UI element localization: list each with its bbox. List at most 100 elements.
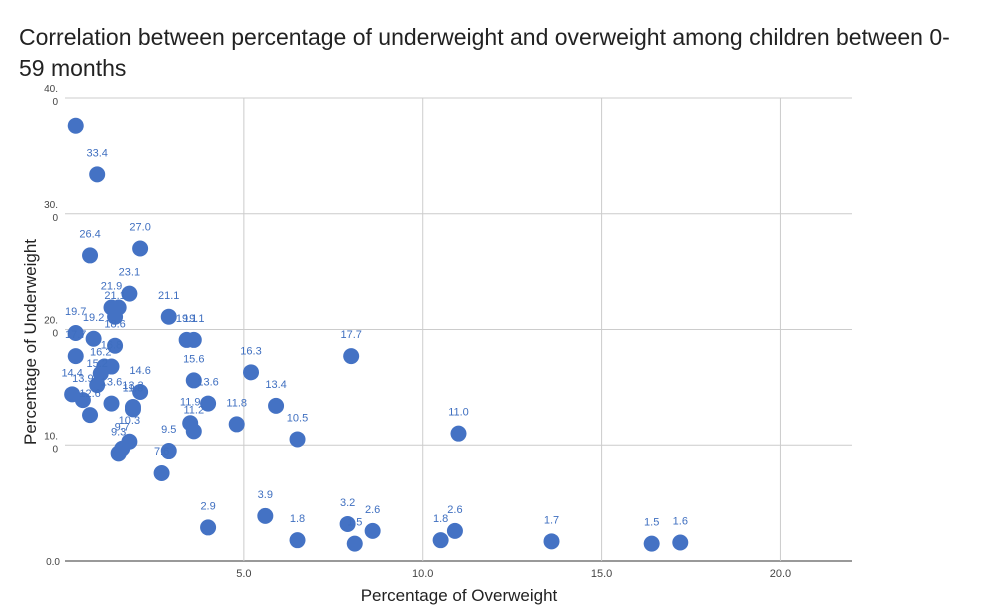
scatter-point [89,166,106,183]
data-label: 33.4 [86,147,107,159]
scatter-point [160,443,177,460]
data-label: 16.2 [90,346,111,358]
data-label: 10.5 [287,412,308,424]
x-tick-label: 15.0 [591,568,612,580]
gridlines [65,97,852,562]
data-label: 17.7 [340,329,361,341]
data-label: 13.3 [122,380,143,392]
scatter-point [364,522,381,539]
data-label: 2.9 [200,500,215,512]
data-label: 21.9 [101,281,122,293]
scatter-point [346,535,363,552]
scatter-point [110,445,127,462]
scatter-point [82,407,99,424]
data-label: 3.2 [340,497,355,509]
data-label: 9.3 [111,426,126,438]
data-label: 21.1 [158,290,179,302]
data-label: 11.9 [180,396,201,408]
data-label: 1.8 [433,513,448,525]
data-label: 27.0 [129,221,150,233]
data-label: 1.5 [644,517,659,529]
y-tick-label: 0.0 [46,557,60,568]
scatter-point [268,397,285,414]
scatter-point [446,522,463,539]
data-points [64,117,689,552]
scatter-point [160,308,177,325]
data-label: 9.7 [115,422,130,434]
data-label: 1.7 [544,514,559,526]
data-label: 19.7 [65,306,86,318]
data-label: 17.7 [65,329,86,341]
data-label: 26.4 [79,228,100,240]
data-label: 15.2 [86,358,107,370]
scatter-point [67,324,84,341]
x-tick-labels: 5.0 10.0 15.0 20.0 [236,568,791,580]
scatter-point [339,515,356,532]
scatter-point [643,535,660,552]
scatter-point [121,285,138,302]
y-tick-label: 40. 0 [44,84,58,108]
data-label: 12.6 [79,388,100,400]
data-label: 13.9 [72,373,93,385]
data-label: 16.8 [101,340,122,352]
scatter-point [450,425,467,442]
data-label: 1.5 [347,517,362,529]
data-label: 13.6 [197,377,218,389]
data-label: 19.1 [183,313,204,325]
scatter-point [132,384,149,401]
data-label: 13.4 [265,379,286,391]
scatter-point [257,507,274,524]
data-label: 2.6 [365,504,380,516]
y-tick-label: 20. 0 [44,316,58,340]
scatter-point [185,372,202,389]
data-label: 11.8 [226,397,247,409]
y-tick-label: 10. 0 [44,431,58,455]
chart-title: Correlation between percentage of underw… [19,24,950,81]
data-label: 21.1 [104,290,125,302]
scatter-point [185,423,202,440]
data-label: 10.3 [119,415,140,427]
data-label: 14.6 [129,365,150,377]
data-label: 7.6 [154,446,169,458]
data-label: 19.2 [83,312,104,324]
scatter-point [132,240,149,257]
scatter-point [185,331,202,348]
x-tick-label: 20.0 [770,568,791,580]
scatter-point [85,330,102,347]
data-label: 1.6 [673,515,688,527]
y-axis-label: Percentage of Underweight [21,239,40,445]
scatter-point [343,348,360,365]
data-label: 18.6 [104,319,125,331]
scatter-point [103,395,120,412]
scatter-point [289,532,306,549]
data-label: 2.6 [447,504,462,516]
x-axis-label: Percentage of Overweight [361,586,558,605]
scatter-point [67,117,84,134]
data-label: 11.2 [183,404,204,416]
scatter-point [74,392,91,409]
data-label: 23.1 [119,267,140,279]
scatter-point [107,308,124,325]
scatter-point [243,364,260,381]
y-tick-label: 30. 0 [44,200,58,224]
data-labels: 33.426.427.023.121.921.1 21.119.119.119.7… [61,147,687,528]
x-tick-label: 10.0 [412,568,433,580]
scatter-point [432,532,449,549]
scatter-point [153,465,170,482]
scatter-point [543,533,560,550]
scatter-point [107,337,124,354]
scatter-point [200,395,217,412]
data-label: 11.8 [123,382,144,394]
scatter-point [82,247,99,264]
data-label: 14.4 [61,367,82,379]
scatter-point [289,431,306,448]
data-label: 19.1 [176,313,197,325]
data-label: 16.3 [240,345,261,357]
data-label: 3.9 [258,489,273,501]
scatter-point [124,401,141,418]
scatter-point [200,519,217,536]
data-label: 9.5 [161,424,176,436]
data-label: 1.8 [290,513,305,525]
scatter-point [228,416,245,433]
